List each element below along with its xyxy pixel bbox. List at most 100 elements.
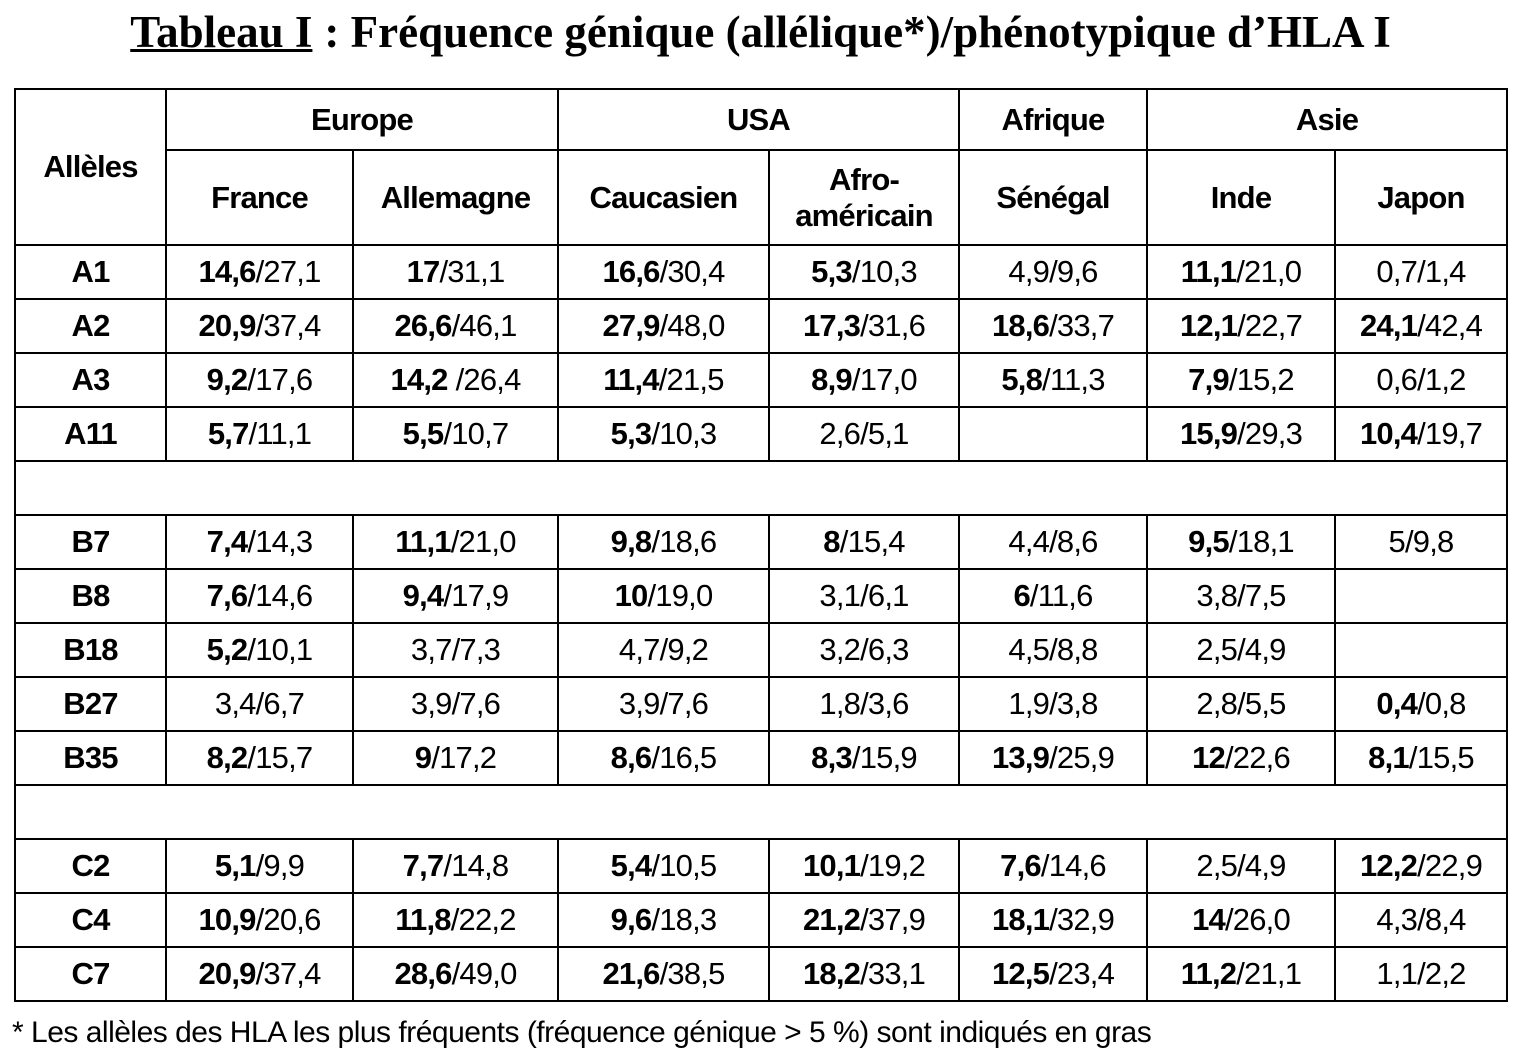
frequency-value: 3,1/6,1 (819, 578, 909, 613)
gene-frequency: 9,5 (1188, 524, 1229, 559)
frequency-cell: 3,8/7,5 (1146, 568, 1336, 624)
allele-cell: B18 (14, 622, 167, 678)
frequency-value: 4,9/9,6 (1008, 254, 1098, 289)
frequency-value: 3,7/7,3 (410, 632, 501, 667)
frequency-value: /22,6 (1224, 740, 1291, 775)
frequency-cell: 2,8/5,5 (1146, 676, 1336, 732)
frequency-cell: 5,3/10,3 (768, 244, 960, 300)
gene-frequency: 15,9 (1179, 416, 1238, 451)
frequency-cell: 3,9/7,6 (352, 676, 559, 732)
frequency-value: /23,4 (1049, 956, 1115, 991)
frequency-value: /25,9 (1049, 740, 1115, 775)
frequency-value: 3,8/7,5 (1196, 578, 1286, 613)
gene-frequency: 20,9 (198, 308, 256, 343)
frequency-value: 4,5/8,8 (1008, 632, 1098, 667)
frequency-value: /31,1 (439, 254, 505, 289)
region-header: Asie (1145, 88, 1509, 151)
frequency-cell: 24,1/42,4 (1333, 298, 1509, 354)
gene-frequency: 11,8 (395, 902, 451, 937)
frequency-value: /19,0 (647, 578, 713, 613)
frequency-value: /17,0 (851, 362, 918, 397)
frequency-cell: 4,9/9,6 (958, 244, 1148, 300)
gene-frequency: 12,5 (991, 956, 1050, 991)
gene-frequency: 11,1 (1180, 254, 1237, 289)
frequency-cell: 9,2/17,6 (165, 352, 354, 408)
data-row: B7 7,4/14,3 11,1/21,0 9,8/18,6 8/15,4 4,4/8,6… (14, 514, 1509, 570)
frequency-cell: 12,2/22,9 (1333, 838, 1509, 894)
footnote: * Les allèles des HLA les plus fréquents… (12, 1016, 1152, 1049)
frequency-value: /42,4 (1417, 308, 1483, 343)
gene-frequency: 17 (406, 254, 441, 289)
title-label: Tableau I (130, 7, 313, 57)
frequency-cell: 20,9/37,4 (165, 298, 354, 354)
gene-frequency: 6 (1013, 578, 1030, 613)
frequency-cell: 8,6/16,5 (557, 730, 770, 786)
frequency-cell: 18,6/33,7 (958, 298, 1148, 354)
frequency-value: /15,7 (247, 740, 313, 775)
frequency-value: 4,4/8,6 (1008, 524, 1098, 559)
gene-frequency: 11,2 (1180, 956, 1237, 991)
frequency-cell: 0,4/0,8 (1333, 676, 1509, 732)
frequency-value: /33,7 (1049, 308, 1115, 343)
frequency-value: 0,7/1,4 (1376, 254, 1466, 289)
title-text: : Fréquence génique (allélique*)/phénoty… (324, 7, 1391, 57)
gene-frequency: 5,4 (610, 848, 652, 883)
allele-cell: C4 (14, 892, 167, 948)
frequency-cell: 1,9/3,8 (958, 676, 1148, 732)
frequency-value: /29,3 (1237, 416, 1303, 451)
frequency-cell: 3,9/7,6 (557, 676, 770, 732)
frequency-value: 4,3/8,4 (1376, 902, 1466, 937)
gene-frequency: 9 (414, 740, 432, 775)
gene-frequency: 18,1 (991, 902, 1050, 937)
header-row: France Allemagne Caucasien Afro-américain Sé… (15, 149, 1509, 246)
frequency-value: 1,1/2,2 (1376, 956, 1466, 991)
frequency-cell (1333, 622, 1509, 678)
frequency-value: /15,5 (1408, 740, 1475, 775)
data-row: C4 10,9/20,6 11,8/22,2 9,6/18,3 21,2/37,9 18,… (14, 892, 1509, 948)
frequency-value: 3,4/6,7 (214, 686, 305, 721)
gene-frequency: 16,6 (602, 254, 660, 289)
frequency-cell: 1,1/2,2 (1333, 946, 1509, 1002)
gene-frequency: 20,9 (198, 956, 256, 991)
frequency-value: 2,5/4,9 (1196, 848, 1286, 883)
title: Tableau I: Fréquence génique (allélique*… (0, 6, 1521, 58)
frequency-value: /17,2 (431, 740, 497, 775)
frequency-cell: 12,5/23,4 (958, 946, 1148, 1002)
frequency-cell: 3,1/6,1 (768, 568, 960, 624)
frequency-cell: 8,1/15,5 (1333, 730, 1509, 786)
frequency-cell: 7,6/14,6 (165, 568, 354, 624)
frequency-cell: 28,6/49,0 (352, 946, 559, 1002)
gene-frequency: 21,2 (802, 902, 861, 937)
data-row: A3 9,2/17,6 14,2/26,4 11,4/21,5 8,9/17,0 5,8/… (14, 352, 1509, 408)
frequency-value: /21,0 (1236, 254, 1302, 289)
frequency-cell: 11,2/21,1 (1146, 946, 1336, 1002)
data-row: C2 5,1/9,9 7,7/14,8 5,4/10,5 10,1/19,2 7,6/14… (14, 838, 1509, 894)
country-header: Caucasien (557, 149, 770, 246)
gene-frequency: 8 (823, 524, 840, 559)
frequency-cell: 6/11,6 (958, 568, 1148, 624)
frequency-value: /22,2 (450, 902, 517, 937)
frequency-cell: 14/26,0 (1146, 892, 1336, 948)
data-row: A11 5,7/11,1 5,5/10,7 5,3/10,3 2,6/5,1 15,9/2… (14, 406, 1509, 462)
frequency-cell: 26,6/46,1 (352, 298, 559, 354)
gene-frequency: 5,1 (214, 848, 256, 883)
gene-frequency: 10,9 (198, 902, 256, 937)
frequency-cell: 12/22,6 (1146, 730, 1336, 786)
gene-frequency: 10 (614, 578, 649, 613)
frequency-value: /21,0 (450, 524, 517, 559)
frequency-value: /9,9 (255, 848, 305, 883)
gene-frequency: 27,9 (602, 308, 660, 343)
frequency-cell: 11,1/21,0 (352, 514, 559, 570)
frequency-cell: 7,6/14,6 (958, 838, 1148, 894)
separator-row (13, 460, 1509, 516)
gene-frequency: 9,8 (610, 524, 652, 559)
gene-frequency: 7,7 (402, 848, 444, 883)
frequency-cell: 3,4/6,7 (165, 676, 354, 732)
data-row: A1 14,6/27,1 17/31,1 16,6/30,4 5,3/10,3 4,9/9… (14, 244, 1509, 300)
frequency-cell: 3,7/7,3 (352, 622, 559, 678)
frequency-value: /18,3 (651, 902, 717, 937)
gene-frequency: 21,6 (602, 956, 660, 991)
frequency-value: 2,6/5,1 (819, 416, 909, 451)
frequency-value: 4,7/9,2 (618, 632, 709, 667)
frequency-cell: 20,9/37,4 (165, 946, 354, 1002)
